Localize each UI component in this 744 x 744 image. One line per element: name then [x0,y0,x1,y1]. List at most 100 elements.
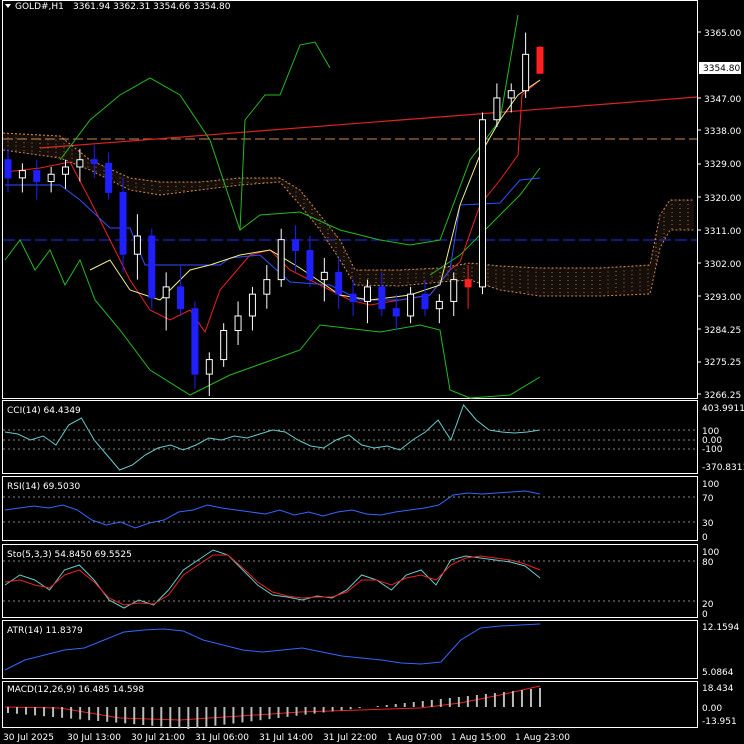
candle [378,272,386,316]
candle-body [4,159,12,179]
stoch-main-line [4,549,541,609]
time-axis: 30 Jul 2025 30 Jul 13:00 30 Jul 21:00 31… [3,733,570,743]
ohlc-readout: 3361.94 3362.31 3354.66 3354.80 [73,2,231,12]
price-tick: 3311.00 [704,227,741,237]
rsi-axis-0: 0 [702,533,708,543]
candle-body [234,315,242,332]
macd-axis-min: -13.951 [702,717,737,727]
price-axis: 3365.00 3347.00 3338.00 3329.00 3320.00 … [704,29,741,401]
candle-body [363,286,371,302]
candle-body [62,166,70,175]
price-tick: 3284.25 [704,326,741,336]
time-tick: 1 Aug 15:00 [451,733,506,743]
atr-label: ATR(14) 11.8379 [7,626,83,636]
candle-body [478,119,486,288]
cci-axis-min: -370.8311 [702,463,744,473]
candle [277,228,285,287]
price-tick: 3320.00 [704,194,741,204]
candle [119,177,127,273]
rsi-axis-30: 30 [702,519,714,529]
ichimoku-cloud [3,133,694,296]
candle-body [421,293,429,310]
candle-body [33,170,41,183]
macd-signal-line [4,685,541,721]
candle [421,279,429,316]
candle-body [105,162,113,193]
candle-body [378,286,386,310]
candle-body [349,293,357,302]
candle [493,83,501,128]
candle-body [507,90,515,99]
rsi-axis-100: 100 [702,480,719,490]
lower-band-line [469,376,541,399]
kijun-line [5,177,541,301]
symbol-menu-icon[interactable] [5,4,11,8]
candle [464,265,472,309]
candle-body [292,239,300,252]
price-tick: 3329.00 [704,160,741,170]
candle [18,163,26,193]
stoch-axis-100: 100 [702,548,719,558]
cci-axis-0: 0.00 [702,436,722,446]
stoch-axis-0: 0 [702,610,708,620]
price-tick: 3338.00 [704,127,741,137]
candle [234,301,242,346]
price-plot[interactable] [2,14,698,721]
price-tick: 3347.00 [704,95,741,105]
panel-frames [2,0,698,728]
candle [435,294,443,324]
candle [4,148,12,193]
candle [90,145,98,178]
stoch-axis-80: 80 [702,558,714,568]
candle-body [536,46,544,74]
candle [62,159,70,189]
chikou-span-line [239,41,331,231]
candle [33,159,41,200]
candle [162,272,170,331]
time-tick: 31 Jul 14:00 [259,733,313,743]
candle [133,214,141,280]
candle [263,265,271,309]
macd-axis-max: 18.434 [702,684,734,694]
middle-band-line [429,167,541,276]
cci-axis-100: 100 [702,427,719,437]
tenkan-line [4,79,541,334]
candle-body [306,250,314,281]
candle-body [76,159,84,168]
candle [450,272,458,316]
atr-line [4,623,541,671]
cci-label: CCI(14) 64.4349 [7,406,81,416]
price-tick: 3365.00 [704,29,741,39]
candle-body [133,235,141,255]
candle [148,228,156,309]
cloud-upper-line [2,132,694,271]
price-tick: 3293.00 [704,293,741,303]
stoch-axis-20: 20 [702,600,714,610]
time-tick: 30 Jul 13:00 [67,733,121,743]
time-tick: 1 Aug 07:00 [387,733,442,743]
candle-body [220,330,228,361]
rsi-line [4,490,541,529]
cci-axis-max: 403.9911 [702,404,744,414]
candle-body [162,286,170,299]
symbol-label: GOLD#,H1 [15,2,64,12]
candle-body [177,286,185,310]
candle [177,265,185,316]
time-tick: 31 Jul 06:00 [195,733,249,743]
candle-body [392,308,400,317]
candle-body [18,170,26,179]
stoch-label: Sto(5,3,3) 54.8450 69.5525 [7,550,132,560]
time-tick: 31 Jul 22:00 [323,733,377,743]
candle-body [148,235,156,299]
upper-band-line [59,14,519,246]
candle [47,166,55,193]
rsi-axis-70: 70 [702,494,714,504]
candle-body [464,279,472,288]
cloud-lower-line [2,149,694,297]
candle-body [335,271,343,295]
candle [306,236,314,287]
stoch-signal-line [4,554,541,606]
atr-axis-min: 5.0864 [702,668,734,678]
lower-band-line [4,239,471,399]
